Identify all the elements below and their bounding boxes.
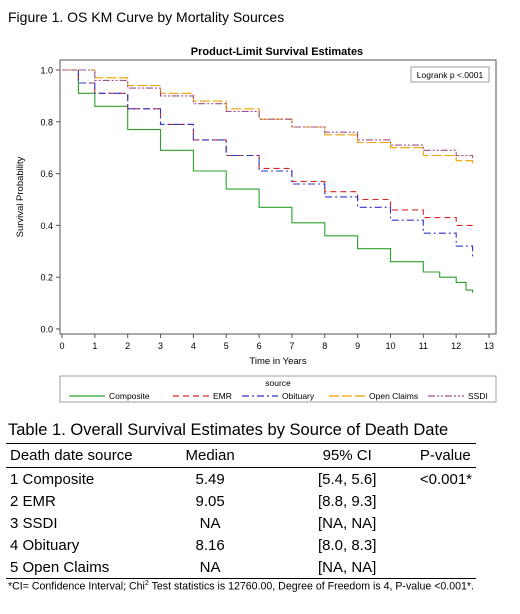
legend-box [59, 375, 497, 403]
y-tick-label: 0.6 [40, 169, 53, 179]
x-tick-label: 10 [385, 341, 395, 351]
legend-entry: Obituary [282, 391, 315, 401]
cell-ci: [8.8, 9.3] [317, 492, 377, 510]
cell-ci: [5.4, 5.6] [317, 470, 377, 488]
table-row: 5 Open Claims NA [NA, NA] [6, 556, 476, 579]
legend-entry: Open Claims [369, 391, 418, 401]
series-line-composite [62, 69, 474, 293]
footnote-text-2: Test statistics is 12760.00, Degree of F… [148, 580, 474, 593]
y-tick-label: 0.4 [40, 221, 53, 231]
cell-source: 4 Obituary [10, 536, 80, 554]
figure-title: Figure 1. OS KM Curve by Mortality Sourc… [8, 9, 285, 25]
series-line-emr [62, 69, 474, 228]
series-line-ssdi [62, 69, 474, 159]
x-tick-label: 1 [92, 341, 97, 351]
km-chart: Product-Limit Survival Estimates 0.0 0.2 0.… [15, 46, 497, 403]
header-pvalue: P-value [409, 443, 476, 468]
table-title: Table 1. Overall Survival Estimates by S… [8, 421, 449, 439]
x-tick-label: 4 [191, 341, 196, 351]
x-tick-label: 5 [224, 341, 229, 351]
header-median: Median [161, 443, 259, 468]
cell-pvalue [410, 534, 476, 556]
cell-source: 3 SSDI [10, 514, 58, 532]
x-tick-label: 6 [257, 341, 262, 351]
cell-median: 5.49 [195, 470, 225, 488]
cell-pvalue [409, 556, 476, 579]
header-ci: 95% CI [258, 443, 410, 468]
logrank-annotation: Logrank p <.0001 [417, 70, 484, 80]
table-header-row: Death date source Median 95% CI P-value [6, 443, 476, 468]
x-tick-label: 12 [451, 341, 461, 351]
series-line-obituary [62, 69, 474, 257]
series-line-open-claims [62, 69, 474, 164]
cell-source: 5 Open Claims [6, 556, 162, 579]
legend-entry: Composite [109, 391, 150, 401]
legend-entry: SSDI [468, 391, 488, 401]
y-tick-label: 0.8 [40, 117, 53, 127]
x-tick-label: 9 [355, 341, 360, 351]
footnote-text-1: *CI= Confidence Interval; Chi [8, 580, 145, 593]
cell-pvalue [410, 512, 476, 534]
table-row: 3 SSDI NA [NA, NA] [6, 512, 476, 534]
header-source: Death date source [6, 443, 162, 468]
cell-ci: [NA, NA] [317, 514, 377, 532]
x-tick-label: 11 [419, 341, 428, 351]
y-tick-label: 0.0 [40, 325, 53, 335]
x-tick-label: 13 [484, 341, 494, 351]
footnote-superscript: 2 [144, 580, 149, 587]
survival-table: Death date source Median 95% CI P-value … [6, 443, 476, 579]
y-tick-label: 1.0 [40, 66, 53, 76]
y-tick-label: 0.2 [40, 273, 53, 283]
table-row: 2 EMR 9.05 [8.8, 9.3] [6, 490, 476, 512]
x-tick-label: 7 [289, 341, 294, 351]
x-tick-label: 3 [158, 341, 163, 351]
cell-median: 9.05 [195, 492, 225, 510]
cell-ci: [NA, NA] [258, 556, 410, 579]
x-tick-label: 2 [125, 341, 130, 351]
cell-median: NA [199, 514, 221, 532]
cell-source: 2 EMR [10, 492, 56, 510]
table-row: 1 Composite 5.49 [5.4, 5.6] <0.001* [6, 468, 476, 491]
footnote: *CI= Confidence Interval; Chi2 Test stat… [8, 580, 474, 593]
cell-ci: [8.0, 8.3] [317, 536, 377, 554]
plot-frame [59, 59, 497, 335]
legend-entry: EMR [213, 391, 232, 401]
x-axis-label: Time in Years [249, 356, 306, 367]
legend-title: source [265, 378, 291, 388]
cell-median: NA [161, 556, 259, 579]
cell-median: 8.16 [195, 536, 225, 554]
cell-source: 1 Composite [10, 470, 95, 488]
y-axis-label: Survival Probability [15, 156, 26, 237]
x-tick-label: 8 [322, 341, 327, 351]
cell-pvalue [410, 490, 476, 512]
x-tick-label: 0 [59, 341, 64, 351]
table-row: 4 Obituary 8.16 [8.0, 8.3] [6, 534, 476, 556]
annotation-box [410, 66, 490, 83]
cell-pvalue: <0.001* [419, 470, 472, 488]
chart-title: Product-Limit Survival Estimates [191, 46, 363, 58]
